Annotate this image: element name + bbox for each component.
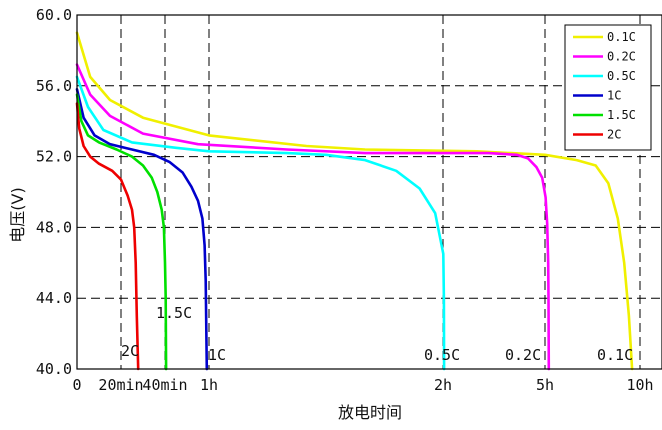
- x-tick-label: 5h: [536, 376, 554, 394]
- series-lines: [75, 31, 634, 371]
- x-tick-label: 10h: [626, 376, 653, 394]
- series-line-2C: [75, 102, 140, 371]
- legend-entry-1C: 1C: [607, 89, 621, 103]
- legend-entry-2C: 2C: [607, 128, 621, 142]
- y-tick-label: 48.0: [36, 218, 72, 236]
- x-tick-label: 40min: [142, 376, 187, 394]
- curve-label-1C: 1C: [208, 346, 226, 364]
- y-tick-label: 52.0: [36, 148, 72, 166]
- y-tick-label: 56.0: [36, 77, 72, 95]
- curve-label-0.1C: 0.1C: [597, 346, 633, 364]
- x-axis-label: 放电时间: [338, 403, 402, 422]
- legend: 0.1C 0.2C 0.5C 1C 1.5C 2C: [564, 24, 652, 151]
- series-line-0.2C: [75, 63, 551, 371]
- legend-entry-1.5C: 1.5C: [607, 108, 636, 122]
- y-tick-label: 40.0: [36, 360, 72, 378]
- series-line-1C: [75, 88, 209, 371]
- x-tick-label: 20min: [98, 376, 143, 394]
- x-tick-label: 0: [72, 376, 81, 394]
- x-tick-label: 1h: [200, 376, 218, 394]
- plot-frame: [76, 14, 662, 370]
- legend-box: [564, 24, 652, 151]
- legend-entry-0.5C: 0.5C: [607, 69, 636, 83]
- series-line-1.5C: [75, 93, 168, 371]
- y-axis-label: 电压(V): [8, 187, 27, 242]
- series-line-0.1C: [75, 31, 634, 371]
- curve-label-0.5C: 0.5C: [424, 346, 460, 364]
- curve-label-2C: 2C: [121, 342, 139, 360]
- curve-label-0.2C: 0.2C: [505, 346, 541, 364]
- legend-entry-0.2C: 0.2C: [607, 50, 636, 64]
- x-tick-label: 2h: [434, 376, 452, 394]
- y-tick-label: 60.0: [36, 6, 72, 24]
- y-axis-ticks: 40.0 44.0 48.0 52.0 56.0 60.0: [36, 6, 72, 378]
- y-tick-label: 44.0: [36, 289, 72, 307]
- series-line-0.5C: [75, 75, 446, 371]
- curve-label-1.5C: 1.5C: [156, 304, 192, 322]
- curve-end-labels: 0.1C 0.2C 0.5C 1C 1.5C 2C: [121, 304, 633, 364]
- legend-entry-0.1C: 0.1C: [607, 30, 636, 44]
